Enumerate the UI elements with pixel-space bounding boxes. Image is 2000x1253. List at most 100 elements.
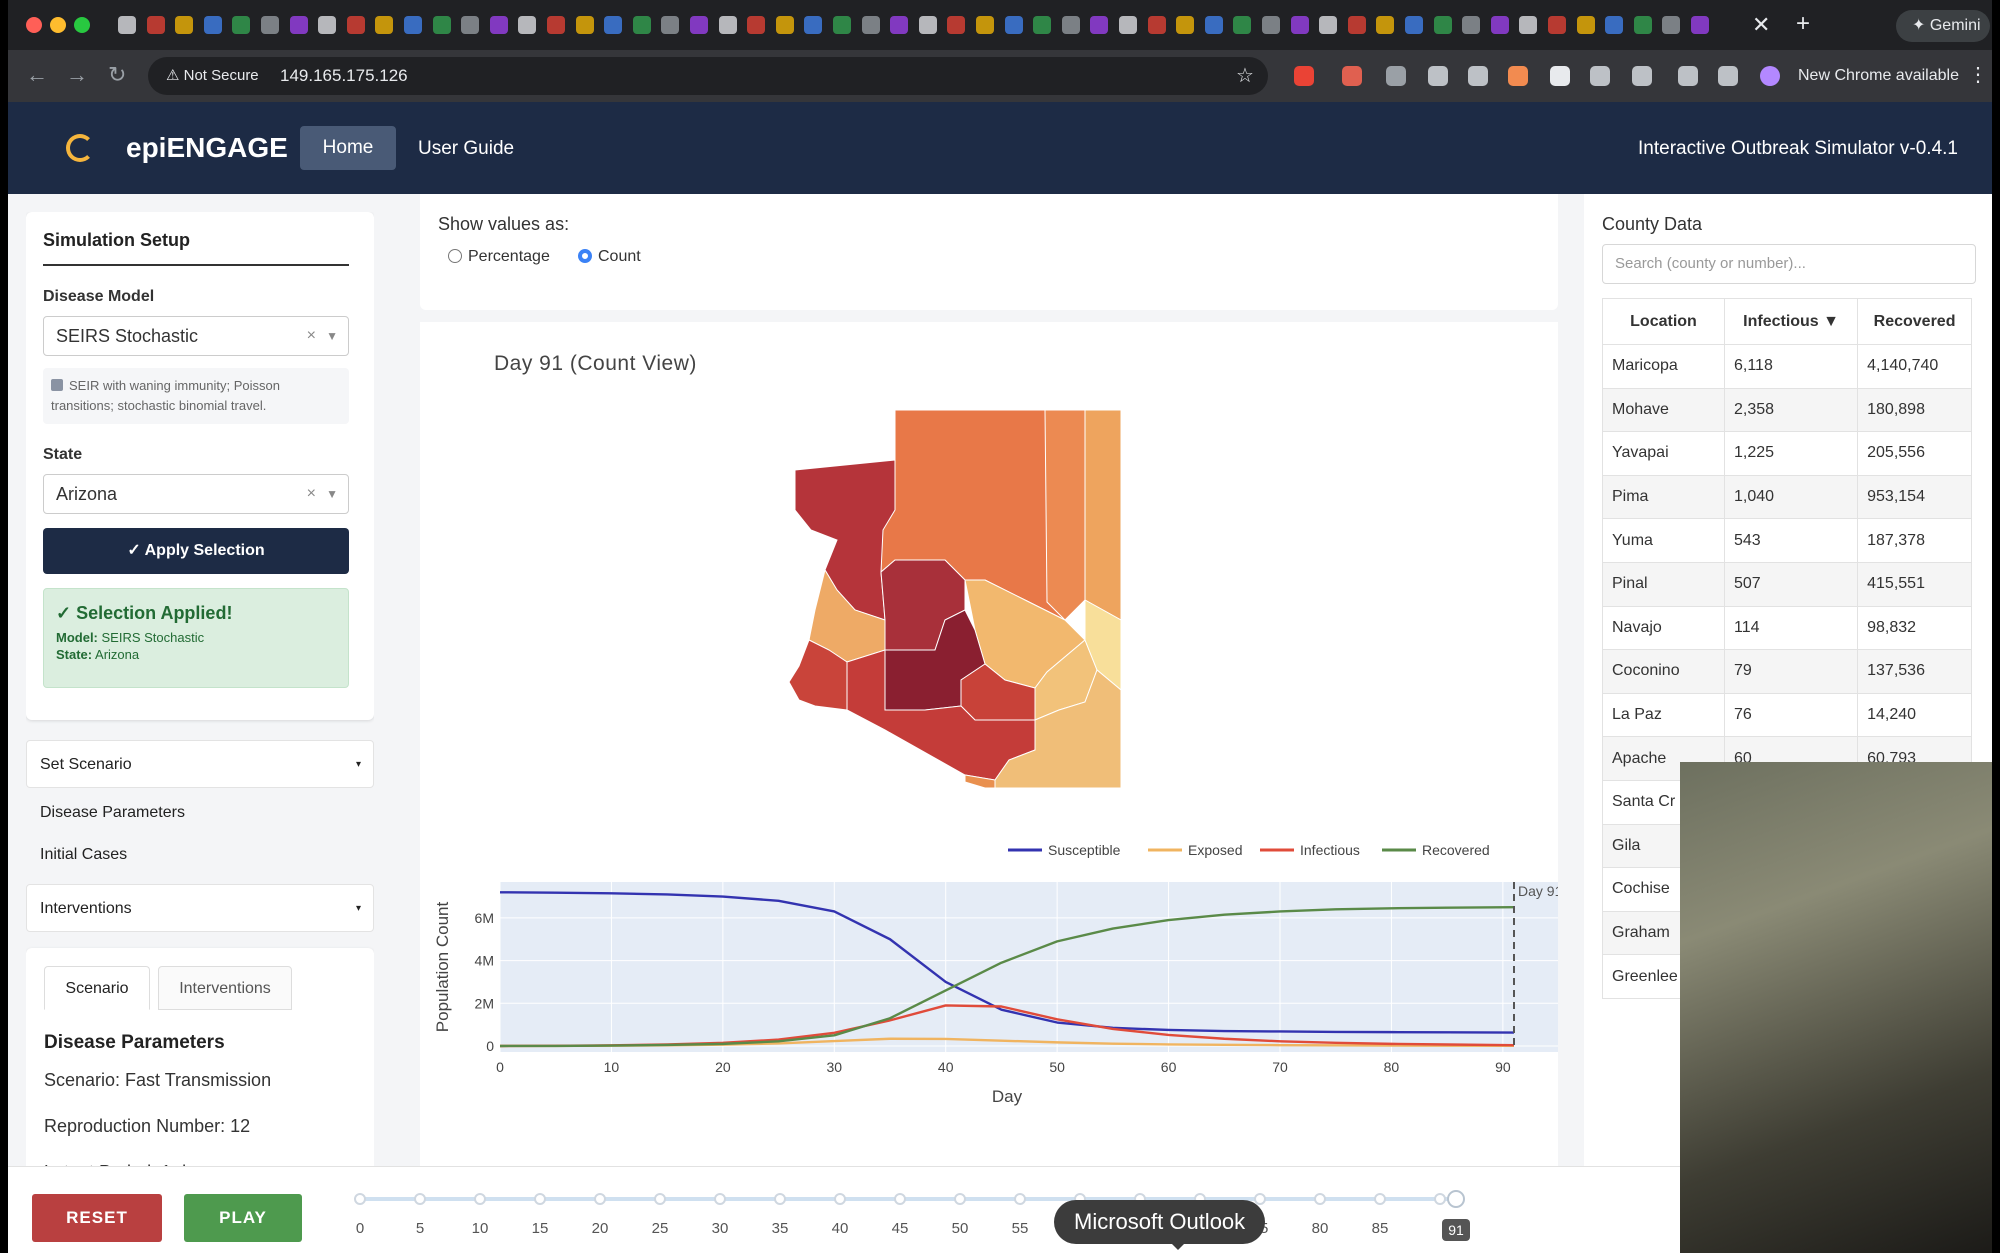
pinned-tab-favicon-icon[interactable] xyxy=(604,16,623,34)
close-window-icon[interactable] xyxy=(26,17,42,33)
pinned-tab-favicon-icon[interactable] xyxy=(1061,16,1080,34)
series-line-recovered[interactable] xyxy=(499,906,1515,1048)
chevron-down-icon[interactable]: ▼ xyxy=(326,487,338,501)
pinned-tab-favicon-icon[interactable] xyxy=(1462,16,1481,34)
slider-tick[interactable] xyxy=(954,1193,966,1205)
pinned-tab-favicon-icon[interactable] xyxy=(918,16,937,34)
new-tab-icon[interactable]: + xyxy=(1796,10,1811,37)
pinned-tab-favicon-icon[interactable] xyxy=(1233,16,1252,34)
pinned-tab-favicon-icon[interactable] xyxy=(976,16,994,34)
county-cochise[interactable] xyxy=(994,669,1122,789)
disease-model-select[interactable]: SEIRS Stochastic × ▼ xyxy=(43,316,349,356)
extension-icon[interactable] xyxy=(1590,66,1610,86)
extension-icon[interactable] xyxy=(1428,66,1448,86)
table-row[interactable]: Maricopa 6,118 4,140,740 xyxy=(1602,344,1972,389)
clear-icon[interactable]: × xyxy=(306,327,316,344)
pinned-tab-favicon-icon[interactable] xyxy=(1576,16,1595,34)
pinned-tab-favicon-icon[interactable] xyxy=(1004,16,1023,34)
series-line-susceptible[interactable] xyxy=(499,891,1515,1034)
table-row[interactable]: Pima 1,040 953,154 xyxy=(1602,474,1972,520)
pinned-tab-favicon-icon[interactable] xyxy=(203,16,222,34)
slider-tick[interactable] xyxy=(474,1193,486,1205)
table-row[interactable]: La Paz 76 14,240 xyxy=(1602,692,1972,738)
county-mohave[interactable] xyxy=(794,459,896,621)
pinned-tab-favicon-icon[interactable] xyxy=(747,16,766,34)
gemini-button[interactable]: ✦ Gemini xyxy=(1896,10,1990,42)
chevron-down-icon[interactable]: ▼ xyxy=(326,329,338,343)
slider-tick[interactable] xyxy=(534,1193,546,1205)
pinned-tab-favicon-icon[interactable] xyxy=(690,16,708,34)
address-bar[interactable]: ⚠ Not Secure 149.165.175.126 ☆ xyxy=(148,57,1268,95)
tab-scenario[interactable]: Scenario xyxy=(44,966,150,1010)
legend-label-recovered[interactable]: Recovered xyxy=(1422,842,1490,858)
arizona-county-map[interactable] xyxy=(785,410,1125,790)
radio-percentage-dot[interactable] xyxy=(448,249,462,263)
pinned-tab-favicon-icon[interactable] xyxy=(232,16,251,34)
pinned-tab-favicon-icon[interactable] xyxy=(518,16,537,34)
pinned-tab-favicon-icon[interactable] xyxy=(1548,16,1566,34)
county-search-input[interactable]: Search (county or number)... xyxy=(1602,244,1976,284)
tab-interventions[interactable]: Interventions xyxy=(158,966,292,1010)
extension-icon[interactable] xyxy=(1508,66,1528,86)
column-header[interactable]: Recovered xyxy=(1857,298,1972,345)
table-row[interactable]: Yavapai 1,225 205,556 xyxy=(1602,431,1972,476)
pinned-tab-favicon-icon[interactable] xyxy=(1290,16,1309,34)
slider-tick[interactable] xyxy=(1434,1193,1446,1205)
slider-tick[interactable] xyxy=(414,1193,426,1205)
bookmark-star-icon[interactable]: ☆ xyxy=(1236,65,1254,87)
slider-tick[interactable] xyxy=(894,1193,906,1205)
pinned-tab-favicon-icon[interactable] xyxy=(318,16,337,34)
table-row[interactable]: Navajo 114 98,832 xyxy=(1602,605,1972,651)
pinned-tab-favicon-icon[interactable] xyxy=(404,16,422,34)
slider-tick[interactable] xyxy=(654,1193,666,1205)
pinned-tab-favicon-icon[interactable] xyxy=(432,16,451,34)
pinned-tab-favicon-icon[interactable] xyxy=(1204,16,1223,34)
extension-icon[interactable] xyxy=(1294,66,1314,86)
pinned-tab-favicon-icon[interactable] xyxy=(890,16,909,34)
pinned-tab-favicon-icon[interactable] xyxy=(289,16,308,34)
menu-item-initial-cases[interactable]: Initial Cases xyxy=(40,846,128,863)
extension-icon[interactable] xyxy=(1550,66,1570,86)
pinned-tab-favicon-icon[interactable] xyxy=(1633,16,1652,34)
interventions-accordion[interactable]: Interventions ▾ xyxy=(26,884,374,932)
radio-count[interactable]: Count xyxy=(578,248,641,266)
apply-selection-button[interactable]: ✓ Apply Selection xyxy=(43,528,349,574)
extension-icon[interactable] xyxy=(1678,66,1698,86)
extension-icon[interactable] xyxy=(1468,66,1488,86)
extension-icon[interactable] xyxy=(1632,66,1652,86)
table-row[interactable]: Pinal 507 415,551 xyxy=(1602,561,1972,607)
chrome-menu-icon[interactable]: ⋮ xyxy=(1968,64,1988,86)
pinned-tab-favicon-icon[interactable] xyxy=(1033,16,1052,34)
legend-label-infectious[interactable]: Infectious xyxy=(1300,842,1360,858)
pinned-tab-favicon-icon[interactable] xyxy=(175,16,194,34)
slider-tick[interactable] xyxy=(354,1193,366,1205)
url-text[interactable]: 149.165.175.126 xyxy=(280,66,408,85)
slider-tick[interactable] xyxy=(1314,1193,1326,1205)
slider-tick[interactable] xyxy=(834,1193,846,1205)
pinned-tab-favicon-icon[interactable] xyxy=(661,16,680,34)
pinned-tab-favicon-icon[interactable] xyxy=(1119,16,1137,34)
county-navajo[interactable] xyxy=(1044,410,1086,621)
slider-tick[interactable] xyxy=(714,1193,726,1205)
slider-tick[interactable] xyxy=(1254,1193,1266,1205)
profile-avatar[interactable] xyxy=(1760,66,1780,86)
pinned-tab-favicon-icon[interactable] xyxy=(489,16,508,34)
reset-button[interactable]: RESET xyxy=(32,1194,162,1242)
pinned-tab-favicon-icon[interactable] xyxy=(146,16,165,34)
slider-handle[interactable] xyxy=(1447,1190,1465,1208)
pinned-tab-favicon-icon[interactable] xyxy=(547,16,565,34)
pinned-tab-favicon-icon[interactable] xyxy=(1147,16,1166,34)
county-apache[interactable] xyxy=(1084,410,1122,621)
column-header[interactable]: Infectious ▼ xyxy=(1723,298,1859,345)
pinned-tab-favicon-icon[interactable] xyxy=(833,16,851,34)
county-yuma[interactable] xyxy=(788,639,848,711)
pinned-tab-favicon-icon[interactable] xyxy=(261,16,279,34)
nav-user-guide[interactable]: User Guide xyxy=(418,138,515,159)
state-select[interactable]: Arizona × ▼ xyxy=(43,474,349,514)
brand-name[interactable]: epiENGAGE xyxy=(126,132,288,163)
pinned-tab-favicon-icon[interactable] xyxy=(1319,16,1338,34)
slider-tick[interactable] xyxy=(594,1193,606,1205)
slider-tick[interactable] xyxy=(1014,1193,1026,1205)
county-santa-cruz[interactable] xyxy=(964,774,996,789)
pinned-tab-favicon-icon[interactable] xyxy=(118,16,136,34)
